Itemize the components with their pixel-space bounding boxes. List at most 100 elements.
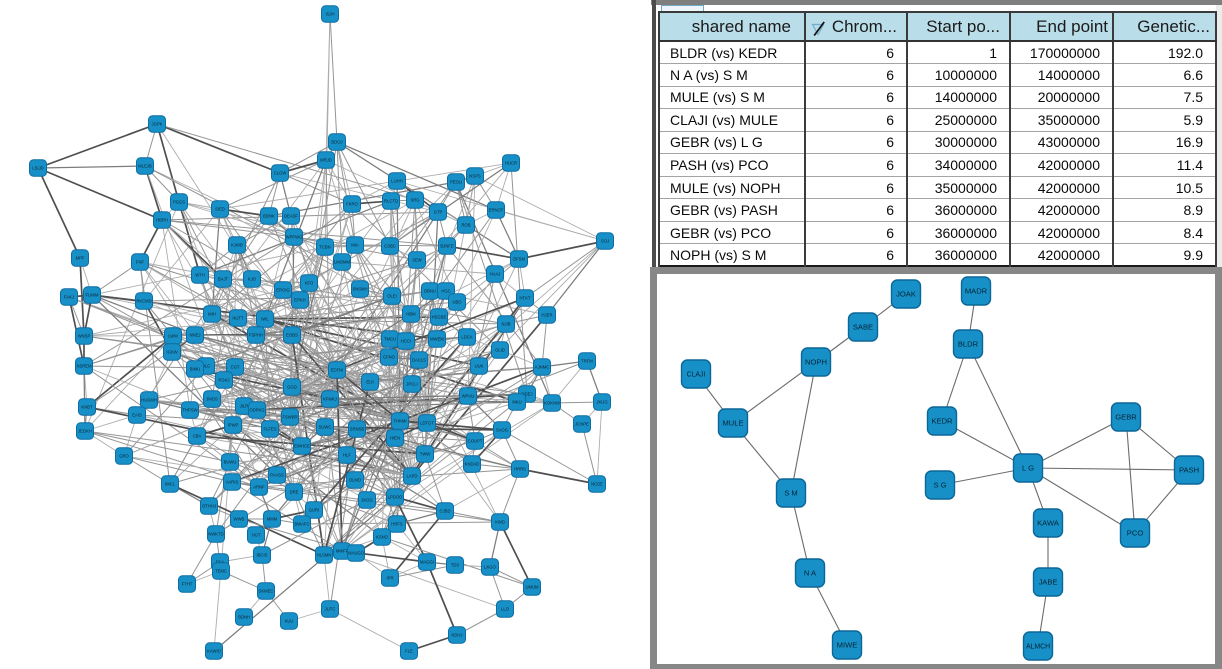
svg-text:JOAK: JOAK <box>896 290 916 299</box>
svg-text:IMCL: IMCL <box>165 482 176 487</box>
svg-text:GGD: GGD <box>287 385 297 390</box>
svg-text:TEMC: TEMC <box>215 569 227 574</box>
svg-text:KJO: KJO <box>248 277 257 282</box>
svg-text:BDNH: BDNH <box>238 615 250 620</box>
svg-text:MLEJB: MLEJB <box>138 164 152 169</box>
svg-text:IWL: IWL <box>261 317 269 322</box>
svg-text:MAGGI: MAGGI <box>420 560 434 565</box>
svg-text:HAAJ: HAAJ <box>490 272 501 277</box>
svg-text:COUPT: COUPT <box>468 439 483 444</box>
svg-text:LUHH: LUHH <box>391 179 402 184</box>
svg-text:LPDOO: LPDOO <box>388 495 403 500</box>
svg-text:CLAJI: CLAJI <box>687 372 706 379</box>
svg-text:N A: N A <box>804 569 817 578</box>
svg-text:WWB: WWB <box>234 517 245 522</box>
svg-text:SUWC: SUWC <box>319 425 332 430</box>
svg-text:FSPHH: FSPHH <box>249 333 263 338</box>
svg-text:JILR: JILR <box>240 404 249 409</box>
svg-text:CLOW: CLOW <box>274 171 287 176</box>
svg-text:IBCIS: IBCIS <box>257 553 268 558</box>
svg-text:FNF: FNF <box>136 260 145 265</box>
svg-text:DBNU: DBNU <box>424 289 436 294</box>
svg-text:OLMO: OLMO <box>349 478 362 483</box>
svg-text:HBM: HBM <box>406 312 416 317</box>
svg-text:GURI: GURI <box>309 508 319 513</box>
svg-text:SKMEC: SKMEC <box>259 589 274 594</box>
svg-text:HRFS: HRFS <box>391 522 403 527</box>
svg-text:MULE: MULE <box>722 419 743 428</box>
svg-text:MIWE: MIWE <box>837 641 858 650</box>
svg-text:LAPD: LAPD <box>407 474 418 479</box>
svg-text:DRE: DRE <box>290 490 299 495</box>
svg-text:KAWIO: KAWIO <box>207 649 222 654</box>
svg-text:WTH: WTH <box>195 273 205 278</box>
svg-text:EAIS: EAIS <box>132 413 142 418</box>
svg-text:HUCR: HUCR <box>505 161 517 166</box>
svg-text:ARNF: ARNF <box>253 485 265 490</box>
svg-text:SABE: SABE <box>853 323 873 332</box>
svg-text:KNDAD: KNDAD <box>465 462 480 467</box>
svg-text:LSIJD: LSIJD <box>32 166 43 171</box>
svg-text:THKMI: THKMI <box>393 419 406 424</box>
svg-text:BLDR: BLDR <box>958 340 979 349</box>
svg-text:AJNMC: AJNMC <box>535 365 549 370</box>
svg-text:FUWM: FUWM <box>85 293 99 298</box>
svg-text:PGGS: PGGS <box>173 200 185 205</box>
svg-text:OLC: OLC <box>202 364 211 369</box>
svg-text:EWHCE: EWHCE <box>294 444 310 449</box>
svg-text:EOBS: EOBS <box>286 333 298 338</box>
svg-text:TRFM: TRFM <box>581 359 593 364</box>
svg-text:EPKH: EPKH <box>294 298 305 303</box>
svg-text:WPPWG: WPPWG <box>286 235 303 240</box>
svg-text:JCNPE: JCNPE <box>575 422 589 427</box>
svg-text:SIED: SIED <box>215 207 225 212</box>
svg-text:KFMKJ: KFMKJ <box>323 397 337 402</box>
svg-text:SRNSB: SRNSB <box>350 427 365 432</box>
svg-text:LLO: LLO <box>501 607 510 612</box>
svg-text:IMH: IMH <box>208 312 216 317</box>
svg-text:TWW: TWW <box>420 452 431 457</box>
svg-text:DFSM: DFSM <box>513 257 525 262</box>
svg-text:HRRS: HRRS <box>514 467 526 472</box>
svg-text:LDCA: LDCA <box>461 335 472 340</box>
svg-text:NNEJ: NNEJ <box>190 333 201 338</box>
svg-text:LMOMM: LMOMM <box>334 260 351 265</box>
svg-text:MKU: MKU <box>512 400 521 405</box>
svg-text:S M: S M <box>784 489 798 498</box>
svg-text:KAWA: KAWA <box>1037 519 1060 528</box>
svg-text:JMOS: JMOS <box>206 397 218 402</box>
svg-text:TCBN: TCBN <box>319 245 330 250</box>
svg-text:NWKTD: NWKTD <box>208 532 223 537</box>
svg-text:LWM: LWM <box>168 334 178 339</box>
svg-text:JKOG: JKOG <box>361 498 372 503</box>
svg-text:HJER: HJER <box>542 313 553 318</box>
svg-text:BDOJ: BDOJ <box>331 140 342 145</box>
svg-text:HLF: HLF <box>343 453 351 458</box>
svg-text:THPSW: THPSW <box>182 408 197 413</box>
svg-text:AARIS: AARIS <box>226 480 239 485</box>
svg-text:FTHT: FTHT <box>182 582 193 587</box>
svg-text:CGT: CGT <box>231 365 240 370</box>
svg-text:HIEN: HIEN <box>390 436 400 441</box>
svg-text:MADR: MADR <box>965 287 988 296</box>
svg-text:JKUG: JKUG <box>596 400 607 405</box>
svg-text:FLFES: FLFES <box>263 427 276 432</box>
svg-text:SAOG: SAOG <box>496 428 508 433</box>
svg-text:TMCU: TMCU <box>384 337 396 342</box>
svg-text:IPR: IPR <box>387 576 394 581</box>
svg-text:TDS: TDS <box>451 563 460 568</box>
svg-text:BDNK: BDNK <box>263 214 275 219</box>
svg-text:RKCMD: RKCMD <box>136 299 151 304</box>
svg-text:ODPKG: ODPKG <box>249 408 264 413</box>
svg-text:MIA: MIA <box>351 243 359 248</box>
svg-text:NOPH: NOPH <box>805 358 827 367</box>
svg-text:HCCI: HCCI <box>401 339 411 344</box>
svg-text:PCO: PCO <box>1127 529 1144 538</box>
svg-text:WPUU: WPUU <box>462 394 475 399</box>
svg-text:UBO: UBO <box>452 300 462 305</box>
svg-text:EIJI: EIJI <box>366 380 373 385</box>
svg-text:IKJTT: IKJTT <box>232 316 244 321</box>
svg-text:GEBR: GEBR <box>1115 413 1137 422</box>
svg-text:EROIG: EROIG <box>276 288 290 293</box>
svg-text:NCDE: NCDE <box>591 482 603 487</box>
